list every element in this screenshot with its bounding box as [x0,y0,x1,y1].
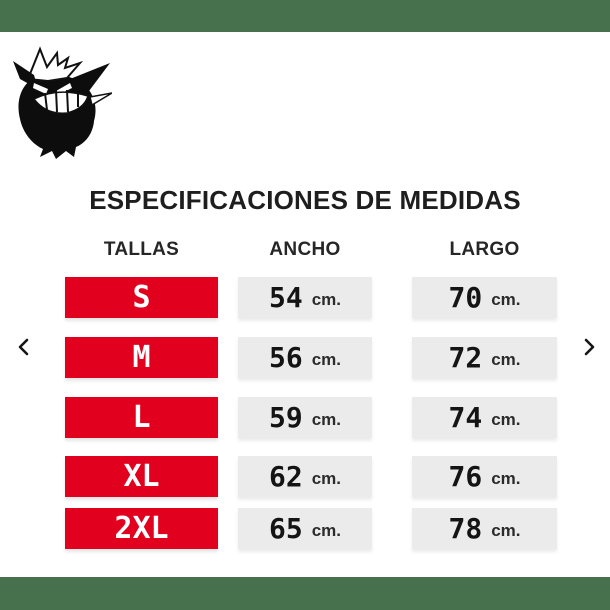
unit-label: cm. [491,520,521,540]
page-band-bottom [0,577,610,610]
ancho-number: 54 [268,281,303,314]
size-label-m: M [65,337,218,378]
unit-label: cm. [491,409,521,429]
chevron-right-icon [584,338,595,356]
column-header-ancho: ANCHO [269,239,341,260]
unit-label: cm. [491,349,521,369]
ancho-value-l: 59 cm. [238,397,372,438]
largo-value-xl: 76 cm. [412,456,557,497]
ancho-value-xl: 62 cm. [238,456,372,497]
unit-label: cm. [491,289,521,309]
ancho-number: 59 [268,401,303,434]
ancho-value-s: 54 cm. [238,277,372,318]
ancho-value-2xl: 65 cm. [238,508,372,549]
carousel-prev-button[interactable] [16,337,30,357]
ancho-number: 56 [268,341,303,374]
largo-number: 76 [448,460,483,493]
size-label-l: L [65,397,218,438]
ancho-number: 65 [268,512,303,545]
unit-label: cm. [491,468,521,488]
largo-value-m: 72 cm. [412,337,557,378]
unit-label: cm. [311,349,341,369]
ancho-value-m: 56 cm. [238,337,372,378]
page-title: ESPECIFICACIONES DE MEDIDAS [89,185,521,215]
largo-value-2xl: 78 cm. [412,508,557,549]
largo-value-s: 70 cm. [412,277,557,318]
unit-label: cm. [311,520,341,540]
unit-label: cm. [311,409,341,429]
chevron-left-icon [18,338,29,356]
size-label-xl: XL [65,456,218,497]
size-label-2xl: 2XL [65,508,218,549]
size-label-s: S [65,277,218,318]
largo-number: 72 [448,341,483,374]
largo-number: 70 [448,281,483,314]
carousel-next-button[interactable] [583,337,597,357]
largo-value-l: 74 cm. [412,397,557,438]
column-header-largo: LARGO [449,239,520,260]
ancho-number: 62 [268,460,303,493]
unit-label: cm. [311,468,341,488]
largo-number: 74 [448,401,483,434]
gengar-logo-icon [13,46,112,159]
largo-number: 78 [448,512,483,545]
unit-label: cm. [311,289,341,309]
column-header-tallas: TALLAS [103,239,180,260]
page-band-top [0,0,610,32]
